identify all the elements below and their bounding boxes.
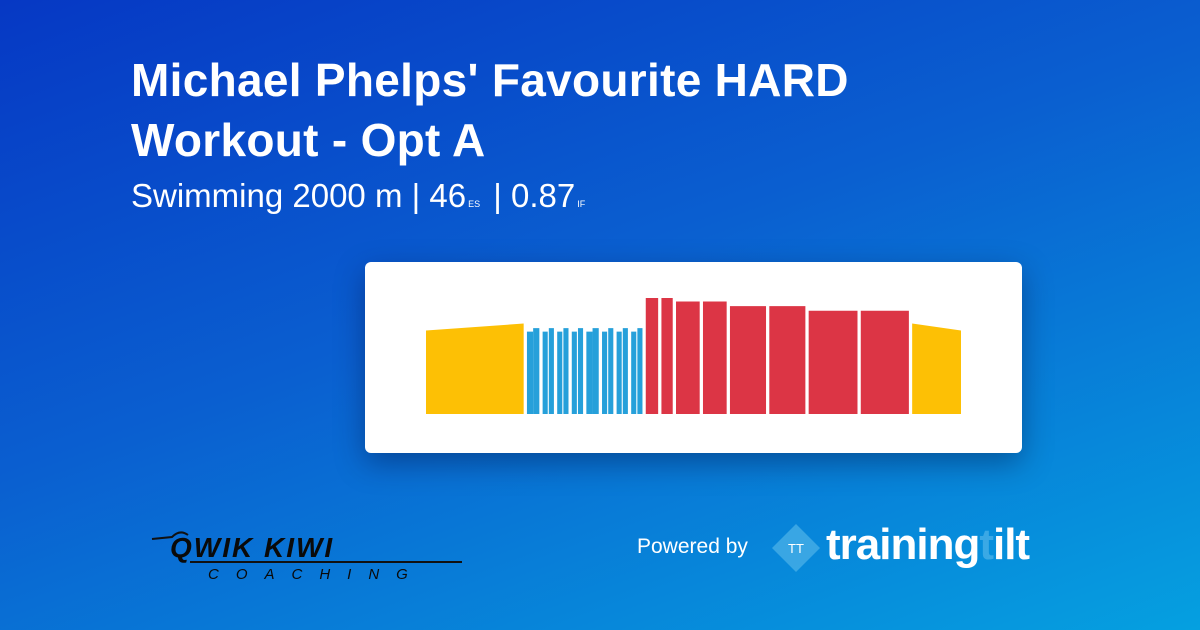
separator: | <box>411 177 421 214</box>
interval-bar-aerobic <box>622 328 628 414</box>
separator: | <box>493 177 502 214</box>
interval-bar-aerobic <box>608 328 614 414</box>
if-label: IF <box>577 199 586 209</box>
interval-bar-hard <box>702 301 727 414</box>
interval-bar-aerobic <box>631 331 637 414</box>
interval-bar-warmup <box>912 323 961 414</box>
workout-summary: Swimming 2000 m | 46 ES | 0.87 IF <box>131 174 589 226</box>
interval-bar-aerobic <box>577 328 584 414</box>
es-value: 46 <box>429 177 467 214</box>
interval-bar-aerobic <box>637 328 643 414</box>
trainingtilt-diamond-icon: TT <box>772 524 820 572</box>
interval-bar-aerobic <box>571 331 577 414</box>
interval-bar-hard <box>769 306 806 414</box>
interval-bar-aerobic <box>557 331 563 414</box>
interval-bar-aerobic <box>592 328 599 414</box>
sport: Swimming <box>131 177 284 214</box>
trainingtilt-logo: trainingtilt <box>826 520 1030 569</box>
interval-bar-hard <box>808 310 858 414</box>
svg-text:QWIK KIWI: QWIK KIWI <box>170 532 334 563</box>
workout-chart-card <box>365 262 1022 453</box>
qwik-kiwi-coaching-logo: QWIK KIWI COACHING <box>151 531 462 582</box>
workout-profile-chart <box>426 298 961 414</box>
interval-bar-aerobic <box>533 328 540 414</box>
interval-bar-aerobic <box>563 328 569 414</box>
distance: 2000 m <box>292 177 403 214</box>
powered-by-label: Powered by <box>637 535 748 558</box>
interval-bar-aerobic <box>602 331 608 414</box>
interval-bar-aerobic <box>586 331 593 414</box>
interval-bar-hard <box>645 298 659 414</box>
if-value: 0.87 <box>511 177 576 214</box>
svg-text:TT: TT <box>788 541 804 556</box>
interval-bar-warmup <box>426 323 524 414</box>
interval-bar-aerobic <box>526 331 534 414</box>
interval-bar-hard <box>661 298 673 414</box>
workout-title: Michael Phelps' Favourite HARD Workout -… <box>131 54 849 166</box>
es-label: ES <box>468 199 481 209</box>
interval-bar-hard <box>729 306 767 414</box>
svg-text:COACHING: COACHING <box>208 566 425 582</box>
interval-bar-hard <box>676 301 700 414</box>
interval-bar-aerobic <box>616 331 622 414</box>
interval-bar-aerobic <box>548 328 554 414</box>
interval-bar-aerobic <box>542 331 548 414</box>
interval-bar-hard <box>860 310 909 414</box>
